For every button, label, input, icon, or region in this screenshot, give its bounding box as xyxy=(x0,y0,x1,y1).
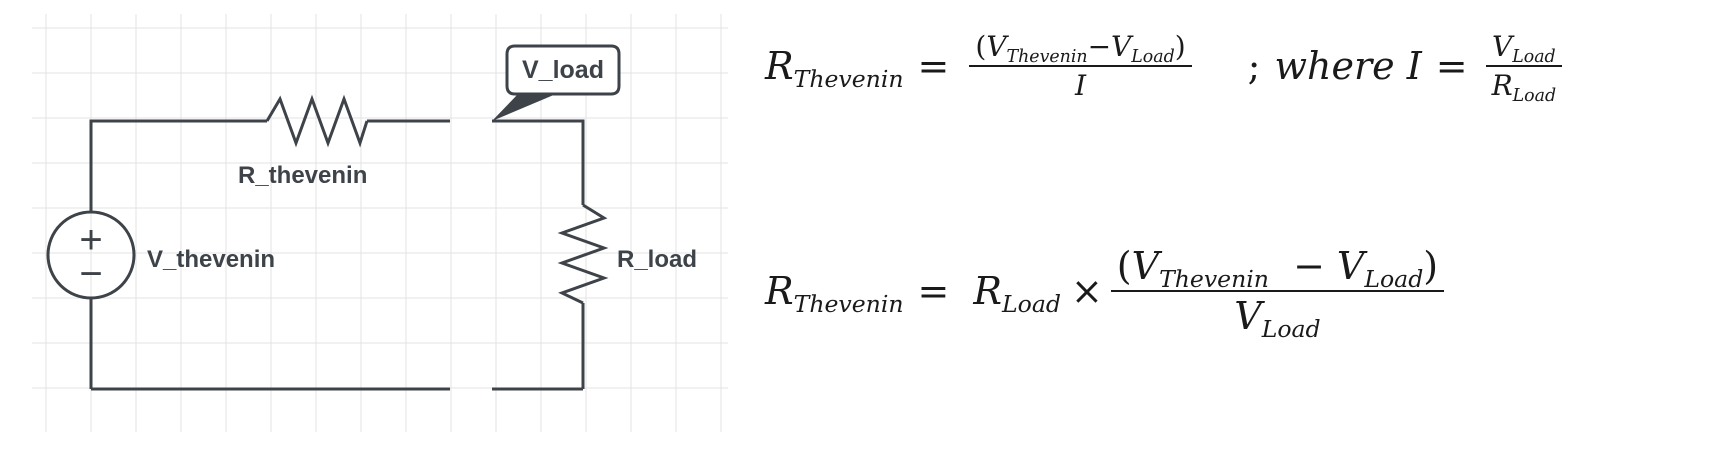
eq2-minus: − xyxy=(1293,244,1325,288)
eq2-times: × xyxy=(1070,269,1103,313)
source-minus-sign: − xyxy=(79,252,102,296)
eq2-equals: = xyxy=(917,269,950,313)
eq2-close-paren: ) xyxy=(1423,244,1439,288)
eq1-equals: = xyxy=(917,44,950,88)
eq1-vload: V xyxy=(1491,30,1513,63)
eq1-open-paren: ( xyxy=(975,30,987,63)
eq2-vload: V xyxy=(1234,294,1262,338)
callout-pointer xyxy=(492,94,556,121)
eq1-separator: ; xyxy=(1247,44,1261,88)
eq1-v1-sub: Thevenin xyxy=(1006,47,1088,68)
eq1-lhs: RThevenin xyxy=(765,44,904,93)
eq2-open-paren: ( xyxy=(1116,244,1132,288)
eq2-lhs: RThevenin xyxy=(765,269,904,318)
eq1-lhs-symbol: R xyxy=(765,44,794,88)
eq2-lhs-subscript: Thevenin xyxy=(793,290,904,319)
resistor-top xyxy=(265,94,369,148)
eq1-close-paren: ) xyxy=(1174,30,1186,63)
resistor-right-label: R_load xyxy=(617,246,697,273)
wire-left-top xyxy=(89,119,267,212)
eq2-v1: V xyxy=(1131,244,1160,288)
eq1-vload-sub: Load xyxy=(1512,47,1556,68)
eq1-current-denominator: RLoad xyxy=(1486,67,1563,106)
source-label: V_thevenin xyxy=(147,246,275,273)
eq1-current-fraction: VLoad RLoad xyxy=(1485,30,1563,106)
eq1-fraction: (VThevenin−VLoad) I xyxy=(969,30,1192,102)
voltage-source xyxy=(46,210,136,300)
eq1-minus: − xyxy=(1087,30,1112,63)
eq1-current-numerator: VLoad xyxy=(1485,30,1562,68)
eq2-rload-sub: Load xyxy=(1002,290,1061,319)
eq1-rload: R xyxy=(1491,69,1513,102)
eq2-vload-sub: Load xyxy=(1261,315,1321,344)
eq2-rload-symbol: R xyxy=(973,269,1002,313)
eq1-where-text: where I xyxy=(1274,44,1422,88)
resistor-right xyxy=(557,203,609,305)
callout-label: V_load xyxy=(522,56,604,84)
wire-right-top xyxy=(492,119,585,205)
background-grid xyxy=(32,14,728,432)
eq2-fraction: (VThevenin − VLoad) VLoad xyxy=(1110,244,1445,343)
resistor-top-label: R_thevenin xyxy=(238,162,367,189)
eq1-rload-sub: Load xyxy=(1512,86,1557,107)
source-plus-sign: + xyxy=(79,218,102,262)
eq1-numerator: (VThevenin−VLoad) xyxy=(969,30,1192,68)
eq1-v1: V xyxy=(986,30,1007,63)
eq2-rload: RLoad xyxy=(973,269,1061,318)
eq1-denominator: I xyxy=(1074,69,1087,102)
eq2-lhs-symbol: R xyxy=(765,269,794,313)
equation-thevenin-current: RThevenin = (VThevenin−VLoad) I ; where … xyxy=(765,30,1563,106)
circuit-diagram: + − V_thevenin R_thevenin R_load V_load xyxy=(32,14,728,432)
eq2-v2-sub: Load xyxy=(1364,265,1424,294)
eq2-v2: V xyxy=(1336,244,1365,288)
eq1-v2: V xyxy=(1111,30,1132,63)
eq2-denominator: VLoad xyxy=(1228,292,1326,343)
eq2-numerator: (VThevenin − VLoad) xyxy=(1110,244,1445,294)
eq1-lhs-subscript: Thevenin xyxy=(793,65,904,94)
callout-bubble xyxy=(505,44,621,96)
eq1-equals-2: = xyxy=(1435,44,1468,88)
eq2-v1-sub: Thevenin xyxy=(1159,265,1269,294)
equation-thevenin-load: RThevenin = RLoad × (VThevenin − VLoad) V… xyxy=(765,244,1445,343)
eq1-v2-sub: Load xyxy=(1131,47,1175,68)
